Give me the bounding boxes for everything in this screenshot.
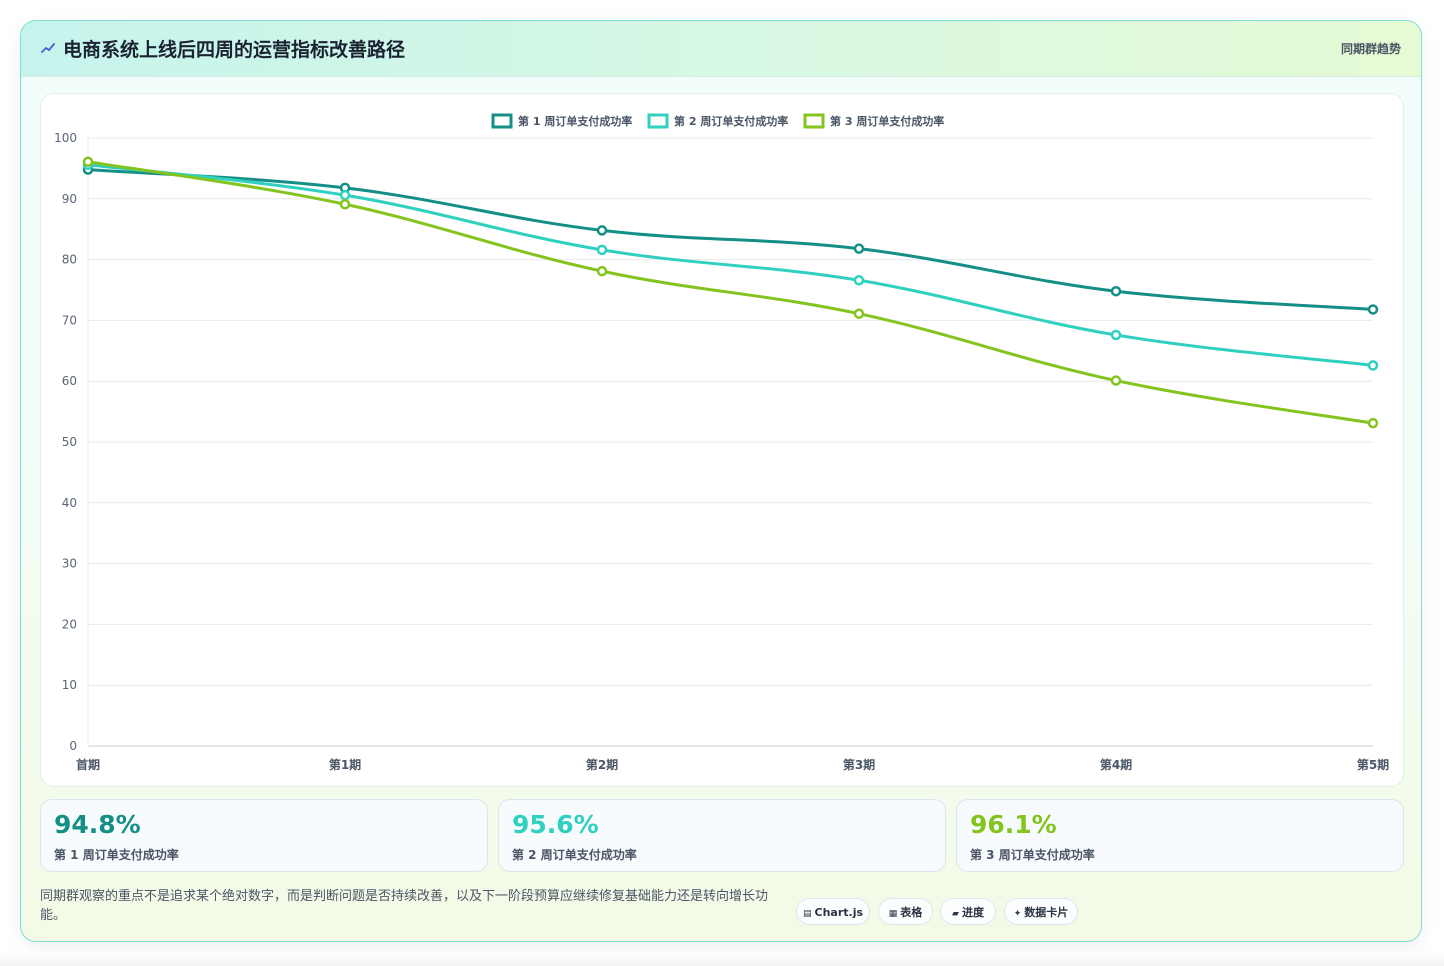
x-tick-label: 首期	[76, 757, 100, 772]
data-point	[82, 156, 94, 167]
y-tick-label: 60	[62, 374, 77, 388]
stat-value: 94.8%	[54, 810, 141, 839]
y-tick-label: 80	[62, 253, 77, 267]
data-point	[853, 243, 865, 254]
chip-progress[interactable]: ▰ 进度	[940, 898, 996, 925]
progress-icon: ▰	[952, 909, 959, 919]
data-point	[339, 199, 351, 210]
y-tick-label: 0	[69, 739, 77, 753]
data-point	[1367, 360, 1379, 371]
page-title: 电商系统上线后四周的运营指标改善路径	[63, 39, 406, 61]
series-line	[87, 160, 1374, 425]
card-icon: ✦	[1013, 909, 1022, 919]
stat-label: 第 2 周订单支付成功率	[512, 848, 637, 862]
chip-label: 表格	[900, 906, 923, 919]
y-tick-label: 30	[62, 557, 77, 571]
stat-value: 95.6%	[512, 810, 599, 839]
footer-note: 同期群观察的重点不是追求某个绝对数字，而是判断问题是否持续改善，以及下一阶段预算…	[40, 889, 769, 923]
stat-card-week2: 95.6% 第 2 周订单支付成功率	[498, 799, 946, 872]
cohort-badge: 同期群趋势	[1340, 42, 1401, 56]
data-point	[1110, 375, 1122, 386]
data-point	[1110, 285, 1122, 297]
data-point	[596, 265, 608, 277]
series-line	[87, 163, 1374, 367]
stat-value: 96.1%	[970, 810, 1057, 839]
data-point	[1367, 304, 1379, 315]
x-tick-label: 第4期	[1100, 757, 1132, 772]
chip-label: 数据卡片	[1024, 906, 1069, 919]
line-chart: 0 10 20 30 40 50 60 70 80 90 100 首期 第1期 第2期 第3期 第4期 第5期 第…	[54, 113, 1389, 772]
y-tick-label: 90	[62, 192, 77, 206]
x-tick-label: 第1期	[329, 757, 361, 772]
y-tick-label: 20	[62, 617, 77, 631]
x-tick-label: 第3期	[843, 757, 875, 772]
page-bottom-edge	[0, 952, 1444, 966]
legend-label: 第 2 周订单支付成功率	[674, 114, 788, 128]
x-tick-label: 第2期	[586, 757, 618, 772]
y-tick-label: 40	[62, 496, 77, 510]
data-point	[1110, 329, 1122, 341]
chip-table[interactable]: ▦ 表格	[878, 898, 933, 925]
legend-swatch	[647, 113, 669, 129]
data-point	[853, 308, 865, 319]
chip-chartjs[interactable]: ▤ Chart.js	[796, 898, 870, 925]
data-point	[339, 189, 351, 201]
chart-icon: ▤	[802, 909, 812, 919]
table-icon: ▦	[888, 909, 898, 919]
legend-label: 第 1 周订单支付成功率	[518, 114, 632, 128]
legend-swatch	[491, 113, 513, 129]
report-card: 电商系统上线后四周的运营指标改善路径 同期群趋势 0 10 20 30 40 50 60 70…	[20, 20, 1422, 942]
chip-label: Chart.js	[814, 906, 864, 919]
legend-swatch	[803, 113, 825, 129]
stat-card-week3: 96.1% 第 3 周订单支付成功率	[956, 799, 1404, 872]
chip-data-card[interactable]: ✦ 数据卡片	[1004, 898, 1078, 925]
chart-panel: 0 10 20 30 40 50 60 70 80 90 100 首期 第1期 第2期 第3期 第4期 第5期 第…	[40, 93, 1404, 787]
y-tick-label: 100	[54, 131, 77, 145]
card-header: 电商系统上线后四周的运营指标改善路径 同期群趋势	[21, 21, 1421, 77]
data-point	[596, 225, 608, 236]
trend-icon	[41, 43, 55, 53]
data-point	[1367, 417, 1379, 429]
y-tick-label: 70	[62, 313, 77, 327]
stat-label: 第 3 周订单支付成功率	[970, 848, 1095, 862]
data-point	[596, 244, 608, 256]
x-tick-label: 第5期	[1357, 757, 1389, 772]
y-tick-label: 50	[62, 435, 77, 449]
series-line	[87, 168, 1374, 311]
chip-label: 进度	[961, 906, 984, 919]
legend-label: 第 3 周订单支付成功率	[830, 114, 944, 128]
stat-label: 第 1 周订单支付成功率	[54, 848, 179, 862]
data-point	[853, 275, 865, 286]
stat-card-week1: 94.8% 第 1 周订单支付成功率	[40, 799, 488, 872]
y-tick-label: 10	[62, 678, 77, 692]
